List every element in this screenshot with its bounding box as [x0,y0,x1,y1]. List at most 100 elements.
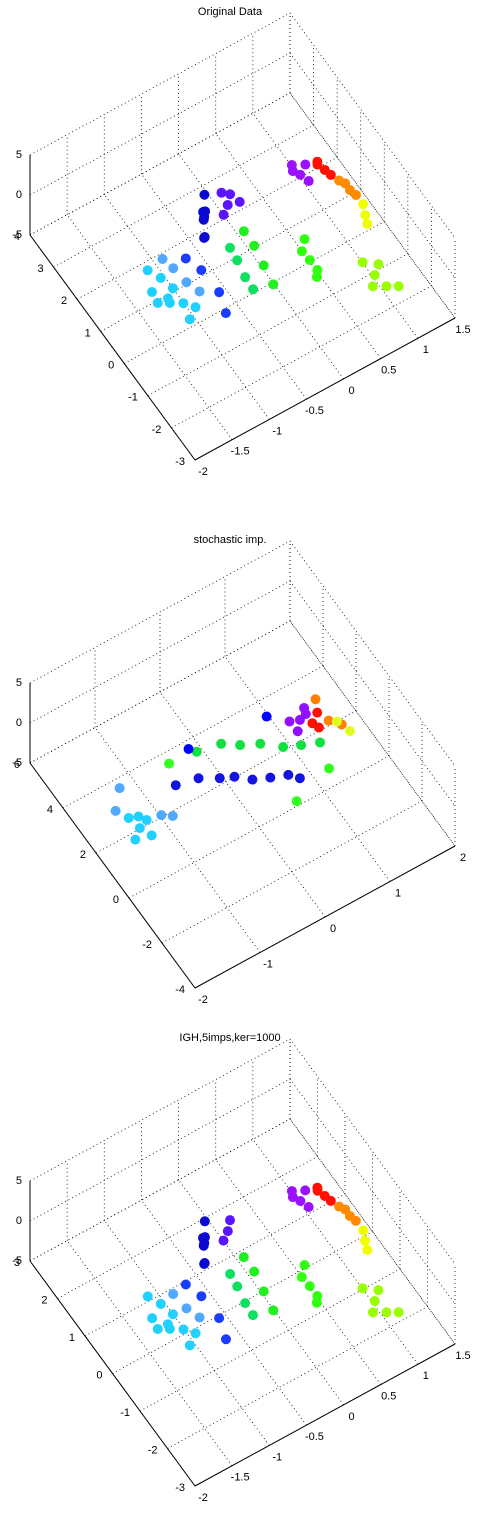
y-tick-label: 4 [14,231,20,243]
point [295,1195,306,1206]
y-tick-label: -2 [142,939,152,951]
grid-line [215,1159,382,1385]
grid-line [29,1038,291,1182]
point [324,763,335,774]
grid-line [57,1156,318,1299]
point [265,772,276,783]
grid-line [29,1118,291,1262]
point [240,1298,251,1309]
chart-title: IGH,5imps,ker=1000 [179,1032,280,1044]
point [167,1309,178,1320]
point [311,1297,322,1308]
point [381,1307,392,1318]
point [287,1192,298,1203]
x-tick-label: -0.5 [305,1431,324,1443]
point [224,1215,235,1226]
y-tick-label: 4 [47,804,53,816]
point [225,242,235,253]
z-tick-label: -5 [12,757,22,769]
point [258,260,269,271]
grid-line [141,173,307,400]
point [214,773,225,784]
x-tick-label: 1.5 [455,1350,470,1362]
x-tick-label: 1.5 [455,324,470,336]
point [134,823,145,834]
point [296,246,307,257]
point [247,1310,258,1321]
point [278,742,289,753]
grid-line [171,285,432,429]
point [198,1240,209,1251]
point [234,196,245,207]
grid-line [161,800,423,944]
point [261,711,272,722]
x-tick-label: -1.5 [231,1472,250,1484]
point [141,815,152,825]
point [194,286,205,297]
y-tick-label: -1 [128,392,138,404]
y-tick-label: -3 [175,1482,185,1494]
x-tick-label: 0.5 [381,364,396,376]
grid-line [29,92,291,236]
grid-line [29,52,291,196]
x-tick-label: -0.5 [305,405,324,417]
point [190,302,201,313]
point [220,308,231,319]
point [369,1296,380,1307]
grid-line [29,580,291,724]
point [325,1195,336,1206]
point [225,189,236,200]
grid-line [94,727,261,953]
point [225,1268,236,1279]
point [249,240,260,251]
point [362,218,373,229]
point [184,314,195,325]
point [194,1312,205,1323]
point [196,265,207,276]
point [147,287,157,298]
point [155,1298,166,1309]
x-tick-label: 0 [349,385,355,397]
point [359,1235,370,1246]
point [110,805,121,816]
grid-line [289,540,456,767]
point [303,1201,314,1212]
point [180,1279,191,1290]
point [258,1286,269,1297]
point [147,1313,158,1324]
point [304,1281,315,1292]
grid-line [289,620,456,847]
point [287,166,298,177]
point [310,694,321,705]
point [178,298,189,309]
point [196,1291,207,1302]
grid-line [53,124,314,268]
grid-line [95,710,357,854]
point [340,178,351,189]
point [157,253,168,264]
x-axis [194,317,456,461]
point [232,1281,243,1292]
point [183,744,194,754]
point [315,737,326,748]
point [133,811,144,822]
grid-line [103,194,270,420]
z-tick-label: 0 [16,189,22,201]
point [300,159,311,170]
point [358,199,369,210]
point [229,771,240,782]
grid-line [29,620,291,764]
point [168,1289,179,1300]
grid-line [84,1193,346,1337]
grid-line [29,540,291,684]
point [238,1252,249,1263]
point [218,1235,229,1246]
point [323,715,334,726]
point [311,271,322,282]
point [300,1185,311,1196]
point [283,769,294,780]
y-tick-label: -4 [175,984,185,996]
y-tick-label: -1 [120,1407,130,1419]
point [358,1225,369,1236]
y-tick-label: 0 [108,359,114,371]
